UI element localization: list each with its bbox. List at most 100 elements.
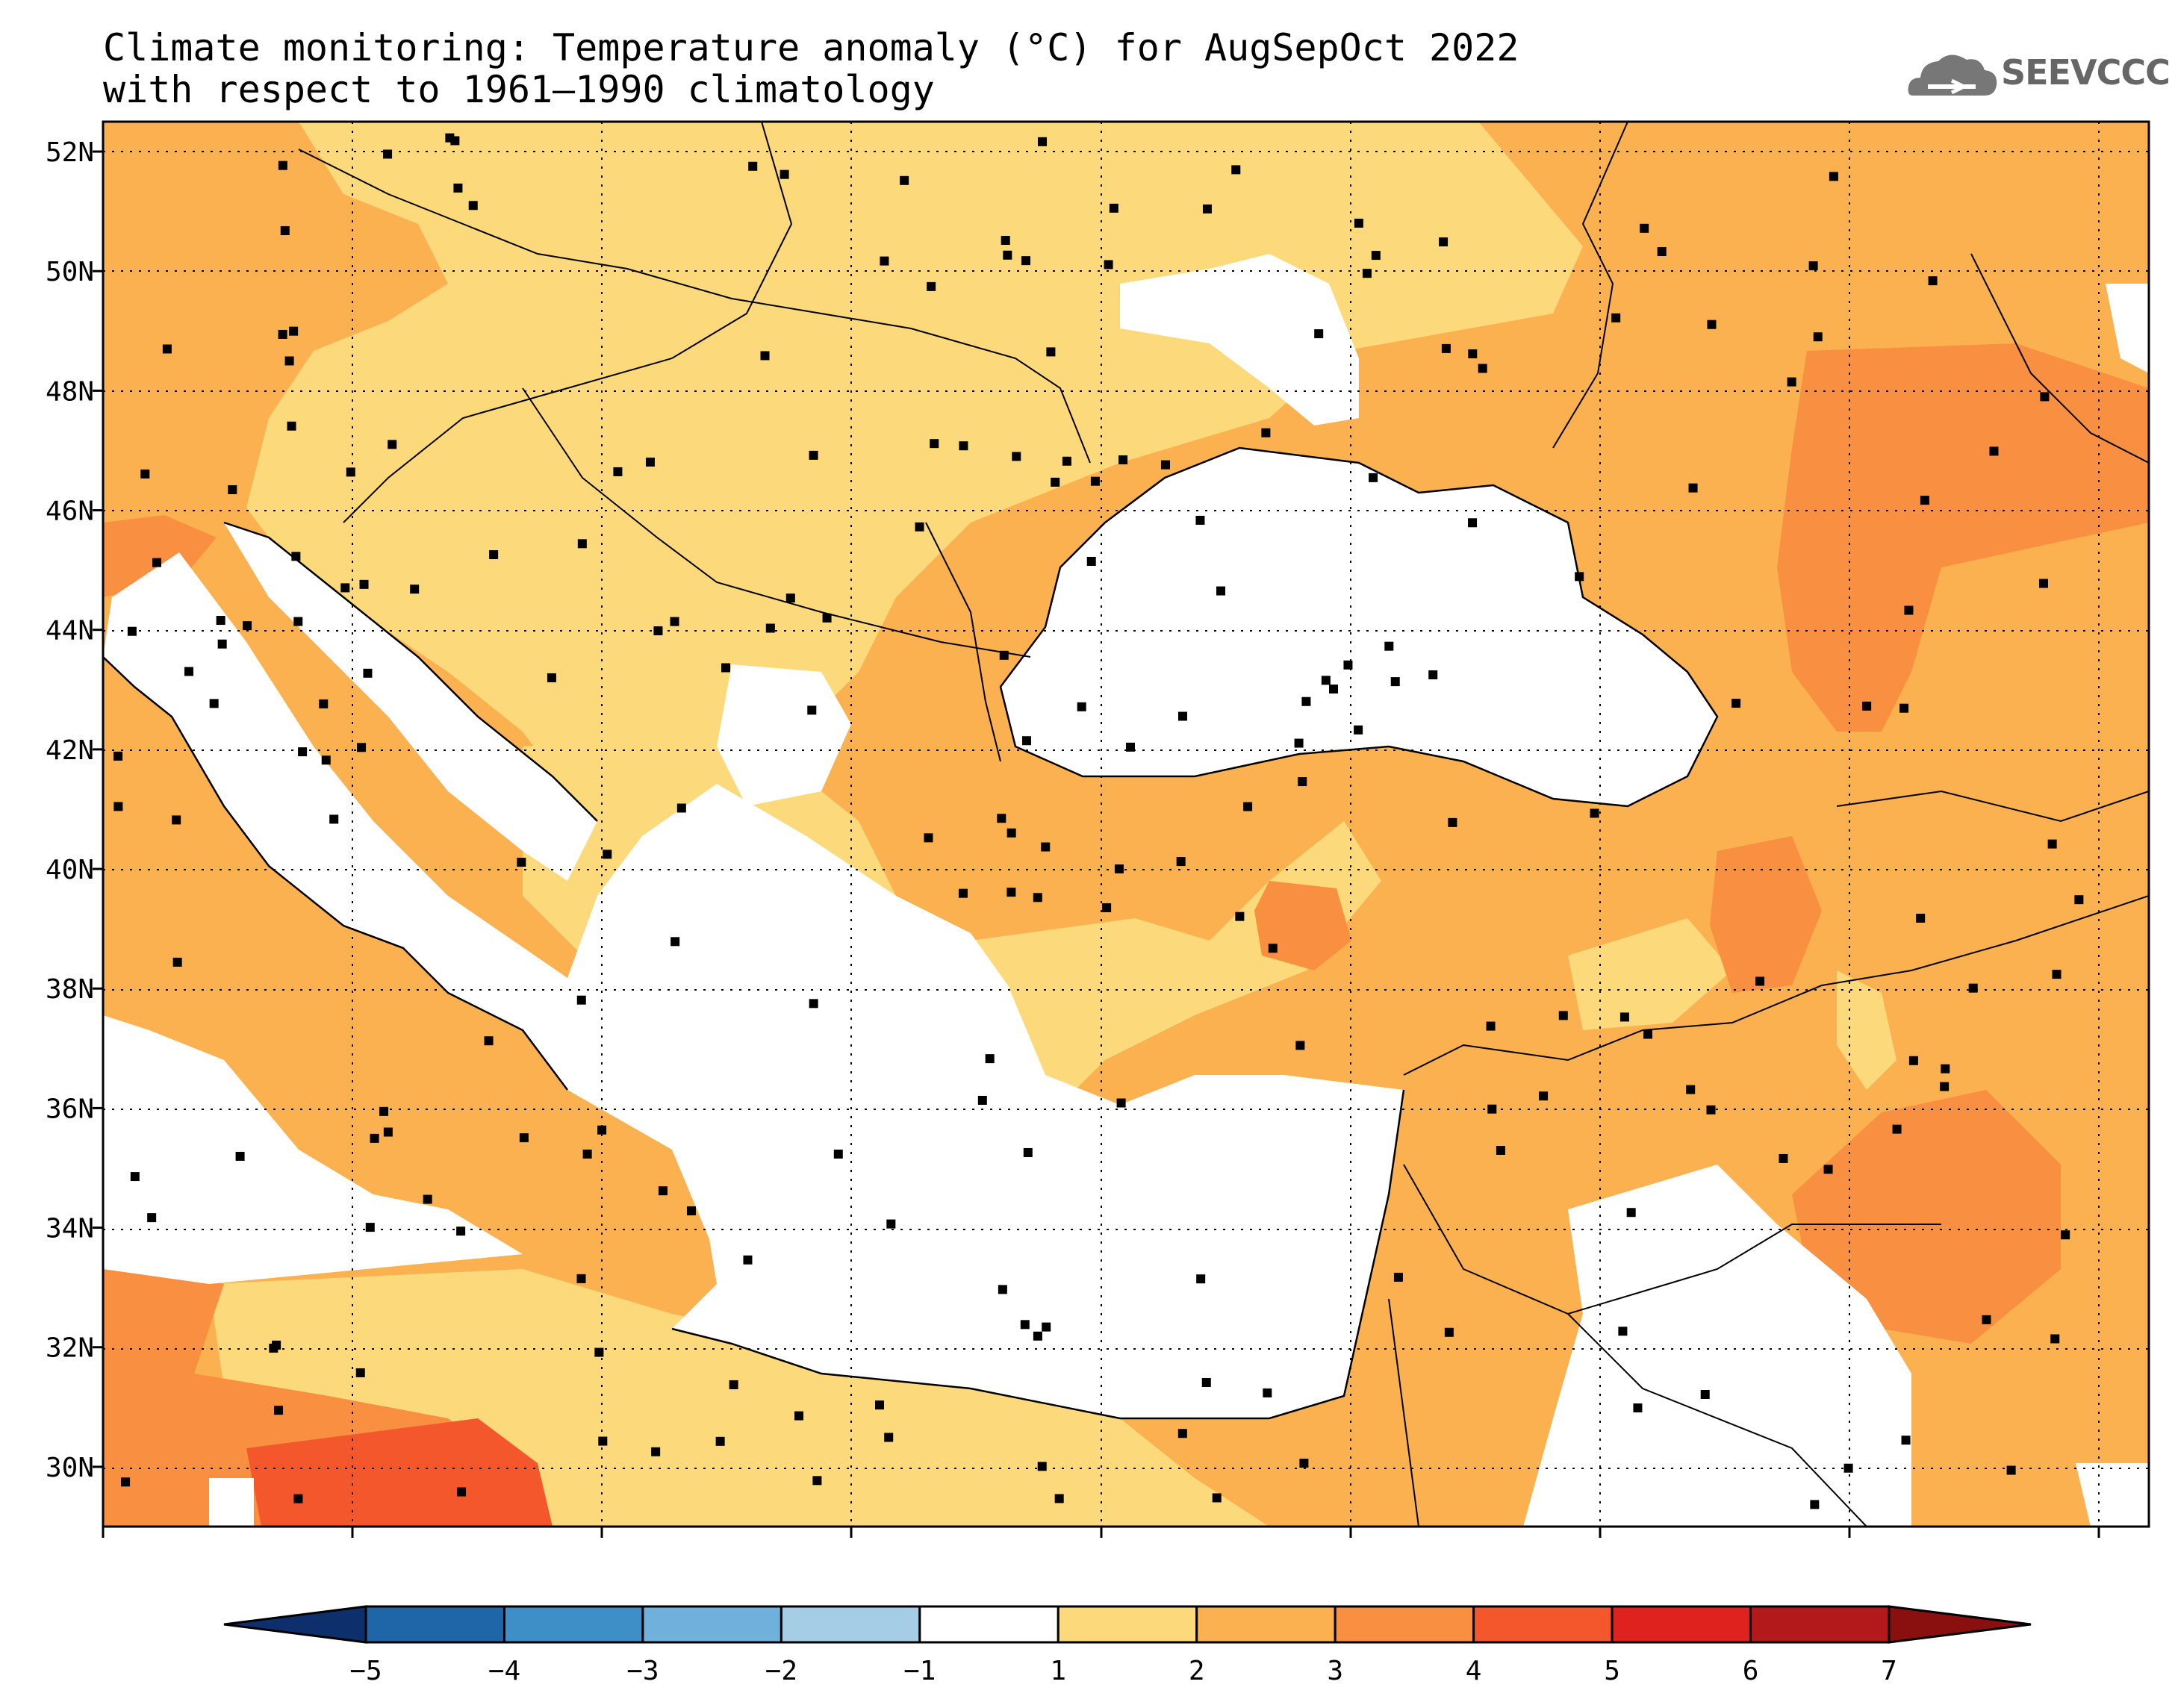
colorbar-label: −1 (903, 1656, 936, 1686)
station-marker (346, 467, 355, 477)
station-marker (1054, 1494, 1064, 1503)
anomaly-region-3-4 (1777, 343, 2149, 732)
station-marker (1731, 699, 1741, 708)
station-marker (807, 705, 817, 715)
white-patch (209, 1478, 254, 1527)
station-marker (1686, 1085, 1696, 1094)
station-marker (355, 1368, 365, 1377)
station-marker (812, 1476, 822, 1486)
station-marker (1575, 572, 1584, 582)
station-marker (1021, 256, 1030, 266)
station-marker (329, 814, 339, 824)
station-marker (924, 833, 933, 843)
station-marker (1243, 802, 1253, 811)
station-marker (209, 699, 219, 708)
station-marker (1295, 1041, 1305, 1050)
station-marker (383, 1127, 393, 1137)
colorbar-label: 3 (1327, 1656, 1343, 1686)
station-marker (1755, 976, 1765, 986)
station-marker (1362, 269, 1372, 278)
colorbar-label: 5 (1604, 1656, 1620, 1686)
colorbar-segment (641, 1605, 782, 1644)
station-marker (1496, 1145, 1505, 1155)
station-marker (162, 344, 172, 354)
colorbar-label: 2 (1189, 1656, 1205, 1686)
lat-tick-label: 48N (46, 376, 94, 407)
anomaly-region-3-4 (103, 515, 217, 597)
station-marker (410, 585, 420, 594)
colorbar-label: −2 (765, 1656, 797, 1686)
station-marker (884, 1433, 894, 1442)
colorbar-label: 1 (1050, 1656, 1066, 1686)
station-marker (1611, 313, 1621, 322)
station-marker (927, 281, 936, 291)
axis-ticks (102, 1527, 2100, 1538)
station-marker (1982, 1315, 1991, 1324)
station-marker (930, 439, 939, 449)
station-marker (365, 1223, 375, 1232)
station-marker (1235, 911, 1245, 921)
station-marker (243, 621, 252, 631)
station-marker (651, 1447, 661, 1456)
station-marker (577, 539, 587, 549)
station-marker (1941, 1064, 1950, 1073)
station-marker (1468, 518, 1478, 528)
station-marker (1294, 738, 1304, 748)
station-marker (1299, 1459, 1309, 1468)
station-marker (1268, 944, 1278, 953)
station-marker (822, 613, 832, 623)
station-marker (1823, 1165, 1833, 1174)
coastlines (103, 446, 1719, 1420)
station-marker (582, 1149, 592, 1159)
station-marker (1928, 276, 1938, 286)
anomaly-region-3-4 (1792, 1090, 2061, 1344)
colorbar-segment (780, 1605, 921, 1644)
station-marker (794, 1411, 804, 1421)
colorbar-max-arrow (1888, 1605, 2032, 1644)
station-marker (1077, 702, 1086, 711)
station-marker (1354, 725, 1363, 735)
station-marker (423, 1194, 432, 1204)
lat-tick-label: 40N (46, 855, 94, 885)
station-marker (729, 1380, 738, 1389)
station-marker (977, 1095, 987, 1105)
anomaly-region-1-2 (1568, 918, 1732, 1030)
station-marker (217, 639, 227, 649)
station-marker (1862, 701, 1872, 711)
white-patch (1523, 1165, 1911, 1527)
station-marker (670, 617, 679, 626)
station-marker (1195, 515, 1205, 525)
station-marker (2040, 392, 2050, 402)
station-marker (1033, 1331, 1042, 1341)
station-marker (457, 1487, 467, 1497)
station-marker (216, 616, 225, 626)
station-marker (598, 1436, 608, 1446)
station-marker (1216, 586, 1226, 596)
station-marker (228, 484, 237, 494)
station-marker (686, 1206, 696, 1216)
station-marker (1329, 684, 1339, 694)
white-patch (717, 664, 851, 806)
station-marker (1263, 1388, 1272, 1397)
station-marker (1390, 677, 1400, 687)
station-marker (450, 136, 460, 146)
station-marker (152, 558, 161, 567)
station-marker (743, 1255, 753, 1265)
station-marker (1428, 670, 1438, 679)
colorbar-segment (1611, 1605, 1752, 1644)
station-marker (880, 256, 889, 266)
station-marker (1176, 857, 1186, 867)
station-marker (1558, 1011, 1568, 1020)
lat-tick-label: 52N (46, 137, 94, 168)
station-marker (1920, 496, 1929, 505)
anomaly-region-4-5 (246, 1418, 553, 1527)
station-marker (1116, 1098, 1126, 1108)
station-marker (1940, 1082, 1950, 1091)
station-marker (875, 1400, 884, 1410)
station-marker (2050, 1334, 2060, 1344)
station-marker (1062, 456, 1071, 466)
station-marker (1643, 1029, 1653, 1039)
station-marker (1102, 903, 1112, 912)
colorbar-segment (502, 1605, 644, 1644)
station-marker (1706, 1105, 1716, 1115)
